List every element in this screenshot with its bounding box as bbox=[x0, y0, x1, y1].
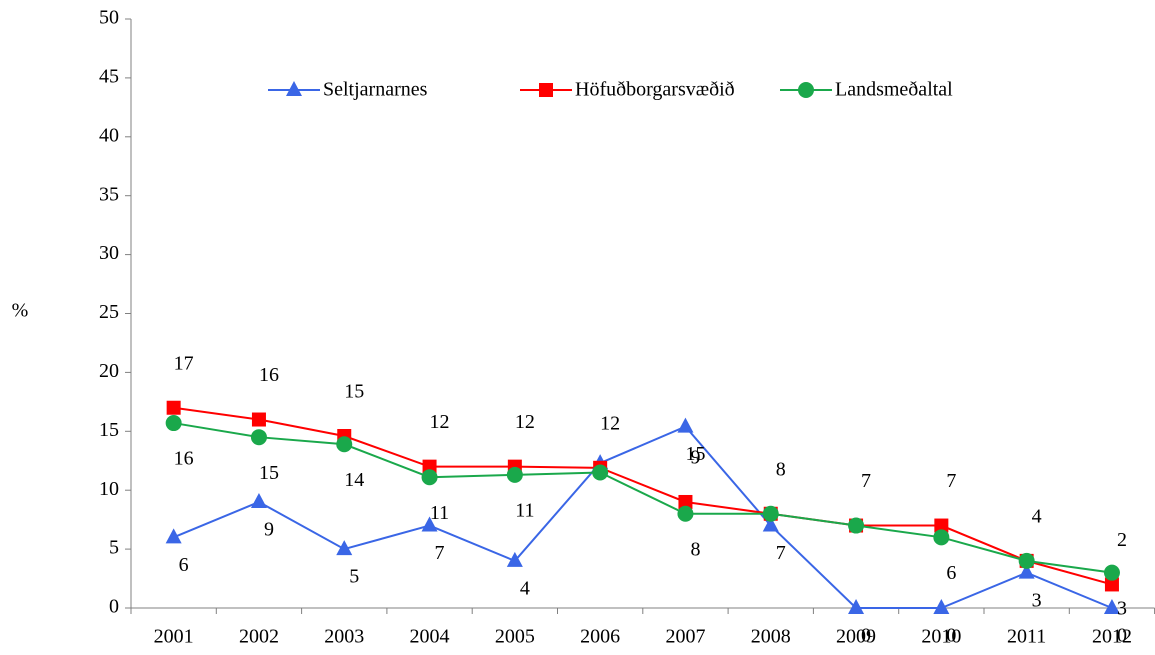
data-label: 16 bbox=[259, 364, 279, 386]
legend-label: Landsmeðaltal bbox=[835, 79, 953, 101]
y-tick-label: 50 bbox=[99, 7, 119, 29]
marker bbox=[678, 494, 693, 509]
data-label: 8 bbox=[776, 458, 786, 480]
marker bbox=[1104, 577, 1119, 592]
data-label: 7 bbox=[946, 470, 956, 492]
marker bbox=[762, 505, 779, 522]
y-tick-label: 0 bbox=[109, 596, 119, 618]
marker bbox=[336, 436, 353, 453]
marker bbox=[165, 528, 182, 544]
marker bbox=[506, 551, 523, 567]
x-tick-label: 2009 bbox=[836, 626, 876, 648]
x-tick-label: 2003 bbox=[324, 626, 364, 648]
x-tick-label: 2002 bbox=[239, 626, 279, 648]
marker bbox=[421, 516, 438, 532]
y-tick-label: 30 bbox=[99, 242, 119, 264]
marker bbox=[1018, 552, 1035, 569]
data-label: 2 bbox=[1117, 529, 1127, 551]
legend-label: Seltjarnarnes bbox=[323, 79, 428, 101]
marker bbox=[848, 517, 865, 534]
x-tick-label: 2010 bbox=[921, 626, 961, 648]
x-tick-label: 2007 bbox=[665, 626, 705, 648]
y-tick-label: 5 bbox=[109, 537, 119, 559]
data-label: 0 bbox=[1117, 625, 1127, 647]
data-label: 3 bbox=[1032, 589, 1042, 611]
legend-item: Höfuðborgarsvæðið bbox=[520, 79, 735, 101]
legend-item: Seltjarnarnes bbox=[268, 79, 428, 101]
marker bbox=[506, 466, 523, 483]
y-tick-label: 20 bbox=[99, 360, 119, 382]
y-tick-label: 40 bbox=[99, 124, 119, 146]
marker bbox=[798, 82, 814, 98]
marker bbox=[251, 412, 266, 427]
marker bbox=[592, 464, 609, 481]
data-label: 6 bbox=[179, 554, 189, 576]
data-label: 15 bbox=[259, 462, 279, 484]
marker bbox=[539, 83, 553, 97]
marker bbox=[250, 492, 267, 508]
marker bbox=[1103, 599, 1120, 614]
marker bbox=[677, 417, 694, 433]
marker bbox=[286, 81, 302, 96]
data-label: 11 bbox=[430, 502, 449, 524]
data-label: 9 bbox=[264, 519, 274, 541]
data-label: 7 bbox=[776, 542, 786, 564]
data-label: 11 bbox=[515, 499, 534, 521]
legend-item: Landsmeðaltal bbox=[780, 79, 953, 101]
x-tick-label: 2008 bbox=[751, 626, 791, 648]
marker bbox=[848, 599, 865, 614]
marker bbox=[1103, 564, 1120, 581]
data-label: 17 bbox=[174, 352, 194, 374]
marker bbox=[762, 516, 779, 532]
data-label: 3 bbox=[1117, 597, 1127, 619]
x-tick-label: 2011 bbox=[1007, 626, 1046, 648]
series-line bbox=[173, 406, 1113, 586]
y-tick-label: 35 bbox=[99, 183, 119, 205]
data-label: 9 bbox=[690, 447, 700, 469]
y-tick-label: 45 bbox=[99, 65, 119, 87]
marker bbox=[336, 540, 353, 556]
marker bbox=[250, 429, 267, 446]
y-tick-label: 25 bbox=[99, 301, 119, 323]
data-label: 15 bbox=[344, 381, 364, 403]
marker bbox=[165, 415, 182, 432]
series-line bbox=[173, 425, 1113, 609]
data-label: 6 bbox=[946, 562, 956, 584]
marker bbox=[1018, 563, 1035, 579]
marker bbox=[421, 469, 438, 486]
series-line bbox=[173, 422, 1113, 574]
marker bbox=[677, 505, 694, 522]
data-label: 15 bbox=[685, 443, 705, 465]
marker bbox=[934, 518, 949, 533]
data-label: 12 bbox=[515, 411, 535, 433]
x-tick-label: 2006 bbox=[580, 626, 620, 648]
data-label: 7 bbox=[861, 470, 871, 492]
data-label: 8 bbox=[690, 538, 700, 560]
data-label: 12 bbox=[600, 412, 620, 434]
data-label: 0 bbox=[861, 625, 871, 647]
data-label: 12 bbox=[430, 411, 450, 433]
data-label: 5 bbox=[349, 566, 359, 588]
data-label: 0 bbox=[946, 625, 956, 647]
y-tick-label: 15 bbox=[99, 419, 119, 441]
data-label: 4 bbox=[1032, 505, 1042, 527]
y-axis-label: % bbox=[12, 300, 29, 322]
marker bbox=[166, 400, 181, 415]
marker bbox=[933, 529, 950, 546]
data-label: 4 bbox=[520, 577, 530, 599]
x-tick-label: 2004 bbox=[410, 626, 450, 648]
data-label: 16 bbox=[174, 448, 194, 470]
x-tick-label: 2012 bbox=[1092, 626, 1132, 648]
data-label: 14 bbox=[344, 469, 364, 491]
legend-label: Höfuðborgarsvæðið bbox=[575, 79, 735, 101]
data-label: 7 bbox=[435, 542, 445, 564]
x-tick-label: 2001 bbox=[154, 626, 194, 648]
x-tick-label: 2005 bbox=[495, 626, 535, 648]
marker bbox=[933, 599, 950, 614]
y-tick-label: 10 bbox=[99, 478, 119, 500]
